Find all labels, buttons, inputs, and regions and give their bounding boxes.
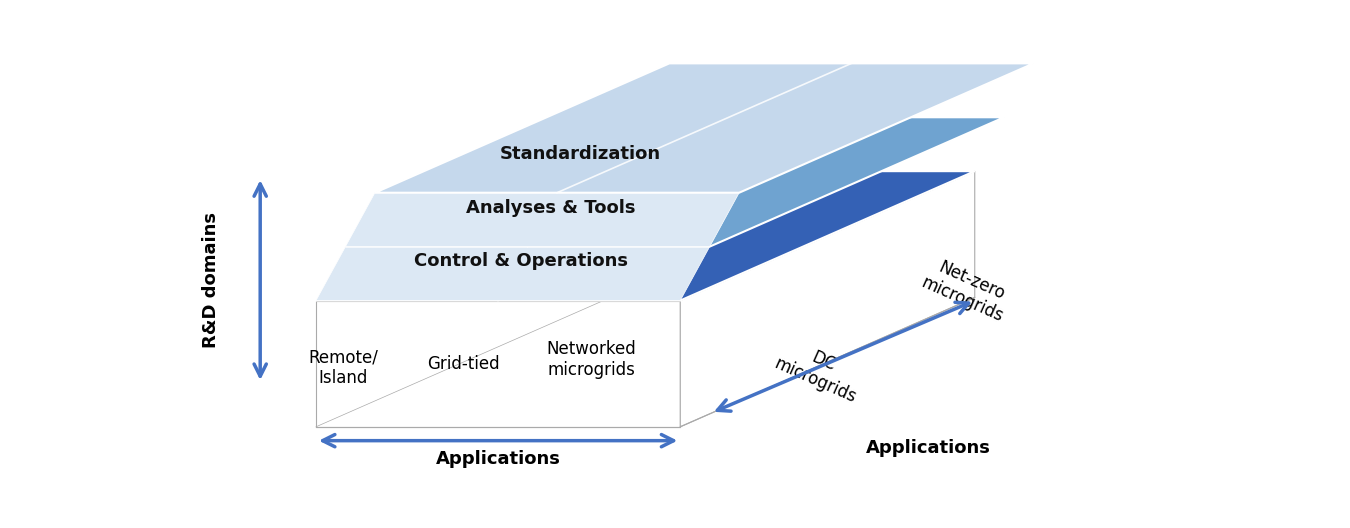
Text: R&D domains: R&D domains xyxy=(202,212,220,348)
Polygon shape xyxy=(680,171,975,427)
Text: Remote/
Island: Remote/ Island xyxy=(308,348,378,387)
Text: Standardization: Standardization xyxy=(500,145,660,163)
Polygon shape xyxy=(375,63,1034,193)
Polygon shape xyxy=(346,117,1004,247)
Text: Grid-tied: Grid-tied xyxy=(427,355,500,373)
Text: Control & Operations: Control & Operations xyxy=(414,252,628,270)
Text: Analyses & Tools: Analyses & Tools xyxy=(466,199,636,216)
Text: Applications: Applications xyxy=(436,450,560,468)
Text: DC
microgrids: DC microgrids xyxy=(772,336,868,407)
Text: Applications: Applications xyxy=(865,439,991,457)
Polygon shape xyxy=(346,193,740,247)
Polygon shape xyxy=(316,300,680,427)
Polygon shape xyxy=(316,247,710,300)
Text: Networked
microgrids: Networked microgrids xyxy=(547,341,636,379)
Text: Net-zero
microgrids: Net-zero microgrids xyxy=(919,255,1015,326)
Polygon shape xyxy=(316,171,975,300)
